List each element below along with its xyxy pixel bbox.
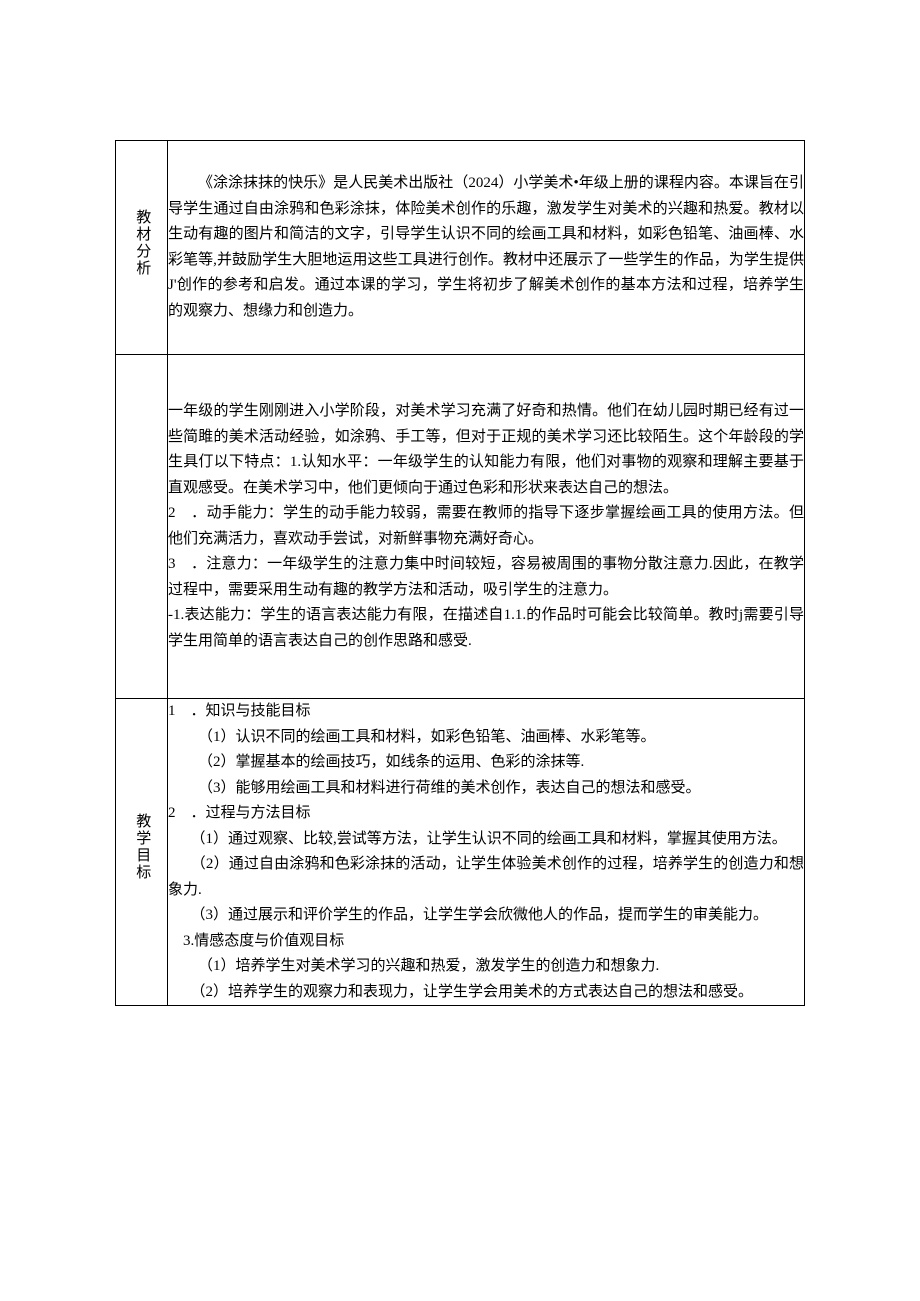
obj-group1-sub1: （1）认识不同的绘画工具和材料，如彩色铅笔、油画棒、水彩笔等。 xyxy=(168,725,804,751)
obj-group2-heading: 2 ．过程与方法目标 xyxy=(168,801,804,827)
lesson-plan-table: 教材分析 《涂涂抹抹的快乐》是人民美术出版社（2024）小学美术•年级上册的课程… xyxy=(115,140,805,1006)
content-student-analysis: 一年级的学生刚刚进入小学阶段，对美术学习充满了好奇和热情。他们在幼儿园时期已经有… xyxy=(168,355,805,699)
obj-group3-sub2: （2）培养学生的观察力和表现力，让学生学会用美术的方式表达自己的想法和感受。 xyxy=(168,980,804,1006)
label-cell-student-analysis xyxy=(116,355,168,699)
textbook-analysis-paragraph: 《涂涂抹抹的快乐》是人民美术出版社（2024）小学美术•年级上册的课程内容。本课… xyxy=(168,171,804,324)
content-teaching-objectives: 1 ．知识与技能目标 （1）认识不同的绘画工具和材料，如彩色铅笔、油画棒、水彩笔… xyxy=(168,699,805,1006)
label-text: 教学目标 xyxy=(129,813,155,881)
obj-group2-sub3: （3）通过展示和评价学生的作品，让学生学会欣微他人的作品，提而学生的审美能力。 xyxy=(168,903,804,929)
student-item-3: 3 ．注意力：一年级学生的注意力集中时间较短，容易被周围的事物分散注意力.因此，… xyxy=(168,552,804,603)
obj-group1-heading: 1 ．知识与技能目标 xyxy=(168,699,804,725)
obj-group1-sub2: （2）掌握基本的绘画技巧，如线条的运用、色彩的涂抹等. xyxy=(168,750,804,776)
label-cell-textbook-analysis: 教材分析 xyxy=(116,141,168,355)
student-item-4: -1.表达能力：学生的语言表达能力有限，在描述自1.1.的作品时可能会比较简单。… xyxy=(168,603,804,654)
content-textbook-analysis: 《涂涂抹抹的快乐》是人民美术出版社（2024）小学美术•年级上册的课程内容。本课… xyxy=(168,141,805,355)
obj-group2-sub2: （2）通过自由涂鸦和色彩涂抹的活动，让学生体验美术创作的过程，培养学生的创造力和… xyxy=(168,852,804,903)
obj-group3-sub1: （1）培养学生对美术学习的兴趣和热爱，激发学生的创造力和想象力. xyxy=(168,954,804,980)
label-cell-teaching-objectives: 教学目标 xyxy=(116,699,168,1006)
label-text: 教材分析 xyxy=(129,209,155,277)
obj-group1-sub3: （3）能够用绘画工具和材料进行荷维的美术创作，表达自己的想法和感受。 xyxy=(168,776,804,802)
student-intro: 一年级的学生刚刚进入小学阶段，对美术学习充满了好奇和热情。他们在幼儿园时期已经有… xyxy=(168,399,804,501)
row-textbook-analysis: 教材分析 《涂涂抹抹的快乐》是人民美术出版社（2024）小学美术•年级上册的课程… xyxy=(116,141,805,355)
student-item-2: 2 ．动手能力：学生的动手能力较弱，需要在教师的指导下逐步掌握绘画工具的使用方法… xyxy=(168,501,804,552)
row-teaching-objectives: 教学目标 1 ．知识与技能目标 （1）认识不同的绘画工具和材料，如彩色铅笔、油画… xyxy=(116,699,805,1006)
obj-group2-sub1: （1）通过观察、比较,尝试等方法，让学生认识不同的绘画工具和材料，掌握其使用方法… xyxy=(168,827,804,853)
row-student-analysis: 一年级的学生刚刚进入小学阶段，对美术学习充满了好奇和热情。他们在幼儿园时期已经有… xyxy=(116,355,805,699)
obj-group3-heading: 3.情感态度与价值观目标 xyxy=(168,929,804,955)
